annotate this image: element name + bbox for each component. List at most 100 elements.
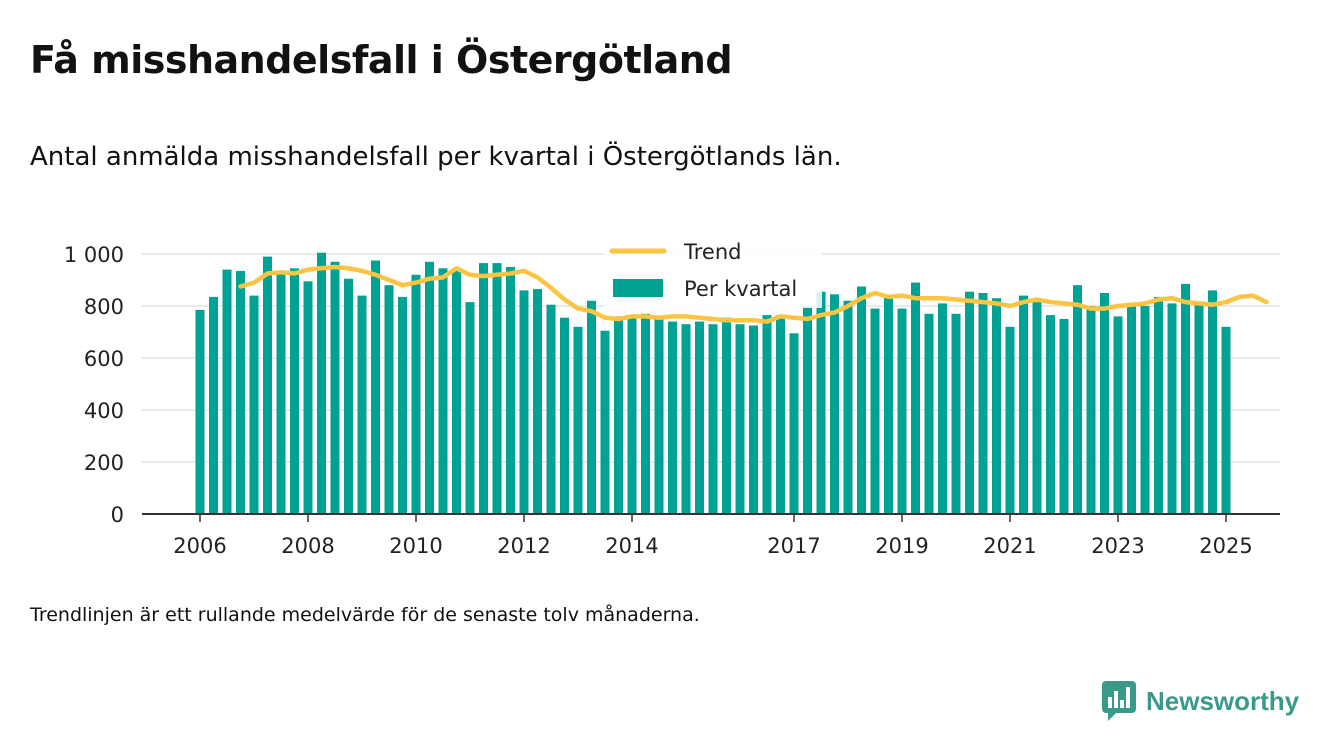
bar (924, 313, 934, 514)
y-tick-label: 800 (84, 295, 124, 319)
bar (884, 296, 893, 514)
bar (1208, 290, 1217, 514)
bar (803, 306, 812, 514)
bar (1046, 315, 1055, 514)
bar (465, 302, 475, 514)
bar (668, 321, 677, 514)
bar (1073, 285, 1082, 514)
bar (411, 274, 421, 514)
bar (573, 326, 583, 514)
bar (870, 308, 880, 514)
x-tick-label: 2008 (281, 534, 334, 558)
bar (708, 324, 718, 514)
bar (1181, 283, 1190, 514)
bar (627, 316, 637, 514)
bar (425, 261, 434, 514)
bar (1127, 306, 1136, 514)
bar (641, 313, 650, 514)
x-tick-label: 2012 (497, 534, 550, 558)
bar (722, 317, 731, 514)
y-tick-label: 600 (84, 347, 124, 371)
bar (1167, 303, 1177, 514)
bar (1059, 319, 1069, 514)
bar (1086, 306, 1096, 514)
bar (398, 296, 407, 514)
y-axis-tick-labels: 0 200 400 600 800 1 000 (64, 243, 124, 527)
bar (344, 278, 353, 514)
x-tick-label: 2021 (983, 534, 1036, 558)
bar (330, 261, 340, 514)
bar (249, 295, 259, 514)
bar (195, 309, 205, 514)
bar (695, 321, 704, 514)
bar (897, 308, 907, 514)
x-tick-label: 2025 (1199, 534, 1252, 558)
y-tick-label: 0 (111, 503, 124, 527)
bar (965, 291, 974, 514)
x-tick-label: 2023 (1091, 534, 1144, 558)
trend-line (238, 264, 1269, 324)
bar (857, 286, 866, 514)
bar (1032, 302, 1042, 514)
bar (614, 316, 623, 514)
bar (357, 295, 367, 514)
bar (1113, 316, 1123, 514)
bar (1154, 296, 1163, 514)
bar (236, 270, 245, 514)
bar (290, 268, 299, 514)
chart-subtitle: Antal anmälda misshandelsfall per kvarta… (30, 142, 842, 172)
x-tick-label: 2017 (767, 534, 820, 558)
legend-bar-label: Per kvartal (684, 277, 797, 301)
bar (654, 317, 664, 514)
bar (978, 293, 988, 514)
y-tick-label: 1 000 (64, 243, 124, 267)
bar (1140, 306, 1150, 514)
bar (749, 325, 758, 514)
x-axis: 2006 2008 2010 2012 2014 2017 2019 2021 2023 2025 (142, 513, 1280, 558)
bar (1019, 295, 1028, 514)
bar (222, 269, 232, 514)
bar (479, 263, 488, 514)
bar (843, 300, 853, 514)
bar (560, 317, 569, 514)
chart-title: Få misshandelsfall i Östergötland (30, 38, 733, 82)
bar (506, 267, 515, 514)
bar (546, 304, 556, 514)
x-tick-label: 2010 (389, 534, 442, 558)
bar (1194, 304, 1204, 514)
bar (492, 263, 502, 514)
bar (735, 324, 745, 514)
bar (816, 291, 826, 514)
bar (317, 252, 326, 514)
bar (992, 298, 1001, 514)
bar (1221, 326, 1231, 514)
trend-series (238, 264, 1269, 324)
bar (276, 270, 286, 514)
bar (600, 330, 610, 514)
bar (263, 256, 272, 514)
bar (384, 285, 394, 514)
bar (519, 290, 529, 514)
bar (762, 315, 772, 514)
y-tick-label: 400 (84, 399, 124, 423)
bar (533, 289, 542, 514)
bar (1005, 326, 1015, 514)
bar (1100, 293, 1109, 514)
bar (951, 313, 961, 514)
bar-series (195, 252, 1231, 514)
bar (587, 300, 596, 514)
brand-name: Newsworthy (1146, 685, 1300, 716)
bar (209, 296, 218, 514)
legend: Trend Per kvartal (604, 238, 822, 308)
bar (938, 303, 947, 514)
bar (830, 294, 839, 514)
bar (438, 268, 448, 514)
bar (303, 281, 313, 514)
bar (452, 269, 461, 514)
bar (681, 324, 691, 514)
bar-chart-logo-icon (1102, 681, 1136, 721)
legend-trend-label: Trend (683, 240, 741, 264)
bar (789, 333, 799, 514)
y-tick-label: 200 (84, 451, 124, 475)
bar (371, 260, 380, 514)
